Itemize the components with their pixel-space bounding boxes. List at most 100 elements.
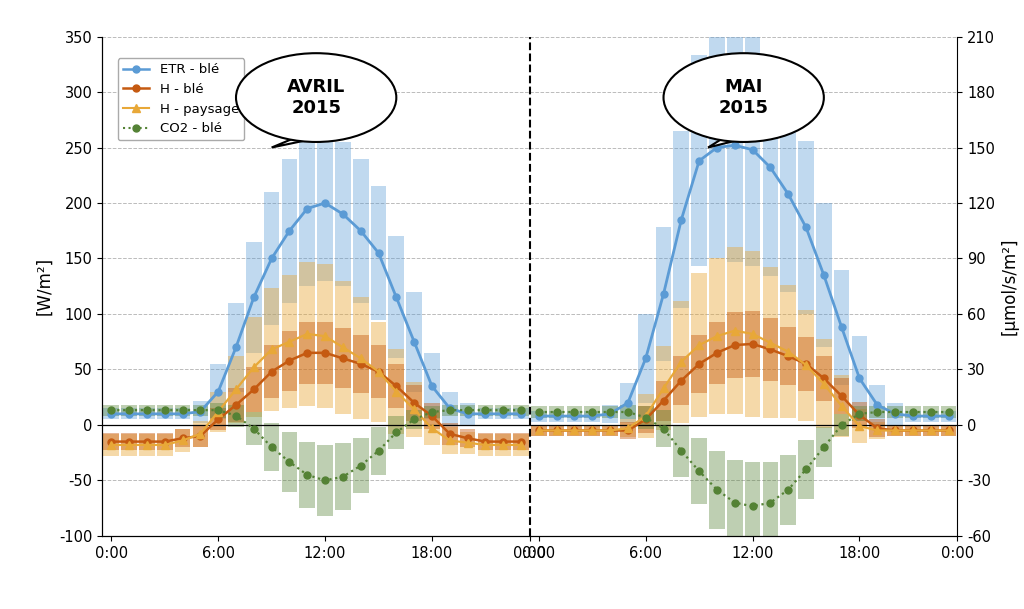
Bar bbox=[513, 433, 528, 451]
Bar bbox=[282, 331, 297, 390]
Bar bbox=[103, 433, 119, 451]
Bar bbox=[905, 410, 921, 421]
Bar bbox=[852, 336, 867, 420]
Bar bbox=[121, 434, 137, 456]
Bar bbox=[264, 192, 280, 325]
Bar bbox=[798, 440, 814, 499]
Bar bbox=[710, 451, 725, 529]
Bar bbox=[798, 309, 814, 420]
Bar bbox=[621, 383, 636, 423]
Bar bbox=[816, 356, 831, 401]
Bar bbox=[193, 401, 208, 423]
Bar bbox=[531, 425, 547, 436]
Bar bbox=[496, 408, 511, 420]
Bar bbox=[103, 404, 119, 416]
Bar bbox=[282, 275, 297, 408]
Bar bbox=[852, 406, 867, 421]
Bar bbox=[780, 285, 796, 418]
Bar bbox=[264, 289, 280, 410]
Bar bbox=[477, 433, 494, 451]
Bar bbox=[585, 425, 600, 436]
Bar bbox=[727, 312, 742, 378]
Bar bbox=[139, 408, 155, 420]
Bar bbox=[157, 408, 173, 420]
Bar bbox=[424, 353, 439, 420]
Bar bbox=[388, 416, 404, 449]
Bar bbox=[941, 410, 956, 421]
Bar bbox=[602, 425, 617, 436]
Bar bbox=[477, 404, 494, 416]
Bar bbox=[674, 131, 689, 308]
Bar bbox=[869, 406, 885, 418]
Bar bbox=[780, 327, 796, 385]
Bar bbox=[335, 281, 350, 414]
Bar bbox=[388, 236, 404, 358]
Bar bbox=[353, 297, 369, 420]
Bar bbox=[566, 410, 583, 421]
Bar bbox=[460, 429, 475, 447]
Bar bbox=[674, 301, 689, 423]
Bar bbox=[585, 425, 600, 436]
Bar bbox=[299, 131, 315, 286]
Bar bbox=[674, 425, 689, 477]
Bar bbox=[816, 203, 831, 347]
Bar bbox=[941, 406, 956, 418]
Bar bbox=[744, 311, 761, 377]
Bar bbox=[371, 345, 386, 398]
Bar bbox=[460, 403, 475, 425]
Bar bbox=[299, 262, 315, 406]
Bar bbox=[602, 425, 617, 436]
Bar bbox=[531, 410, 547, 421]
Bar bbox=[407, 410, 422, 429]
Bar bbox=[103, 434, 119, 456]
Bar bbox=[407, 382, 422, 437]
Bar bbox=[442, 392, 458, 425]
Bar bbox=[139, 434, 155, 456]
Bar bbox=[477, 434, 494, 456]
Bar bbox=[905, 425, 921, 436]
Bar bbox=[210, 392, 226, 432]
Bar bbox=[744, 462, 761, 551]
Bar bbox=[442, 423, 458, 445]
Bar bbox=[655, 410, 672, 447]
Bar bbox=[566, 406, 583, 418]
Bar bbox=[299, 442, 315, 508]
Bar bbox=[869, 420, 885, 437]
Bar bbox=[228, 404, 244, 427]
Ellipse shape bbox=[236, 53, 396, 142]
Bar bbox=[923, 406, 939, 418]
Bar bbox=[246, 412, 262, 445]
Text: AVRIL
2015: AVRIL 2015 bbox=[287, 78, 345, 117]
Bar bbox=[228, 389, 244, 421]
Bar bbox=[496, 434, 511, 456]
Bar bbox=[549, 425, 564, 436]
Bar bbox=[407, 385, 422, 420]
Bar bbox=[869, 421, 885, 439]
Bar bbox=[157, 404, 173, 416]
Bar bbox=[923, 425, 939, 436]
Bar bbox=[175, 404, 190, 416]
Bar bbox=[566, 425, 583, 436]
Bar bbox=[371, 186, 386, 320]
Bar bbox=[744, 251, 761, 417]
Bar bbox=[335, 443, 350, 510]
Bar bbox=[691, 273, 707, 417]
Bar bbox=[585, 406, 600, 418]
Bar bbox=[460, 432, 475, 454]
Ellipse shape bbox=[664, 53, 824, 142]
Bar bbox=[175, 408, 190, 420]
Bar bbox=[780, 96, 796, 292]
Bar bbox=[655, 346, 672, 431]
Bar bbox=[299, 322, 315, 384]
Bar bbox=[264, 423, 280, 471]
Bar bbox=[816, 427, 831, 468]
Bar bbox=[905, 406, 921, 418]
Bar bbox=[621, 420, 636, 437]
Bar bbox=[317, 322, 333, 384]
Bar bbox=[317, 264, 333, 408]
Bar bbox=[353, 438, 369, 493]
Bar bbox=[246, 242, 262, 353]
Bar bbox=[585, 410, 600, 421]
Bar bbox=[638, 314, 653, 403]
Bar bbox=[442, 404, 458, 416]
